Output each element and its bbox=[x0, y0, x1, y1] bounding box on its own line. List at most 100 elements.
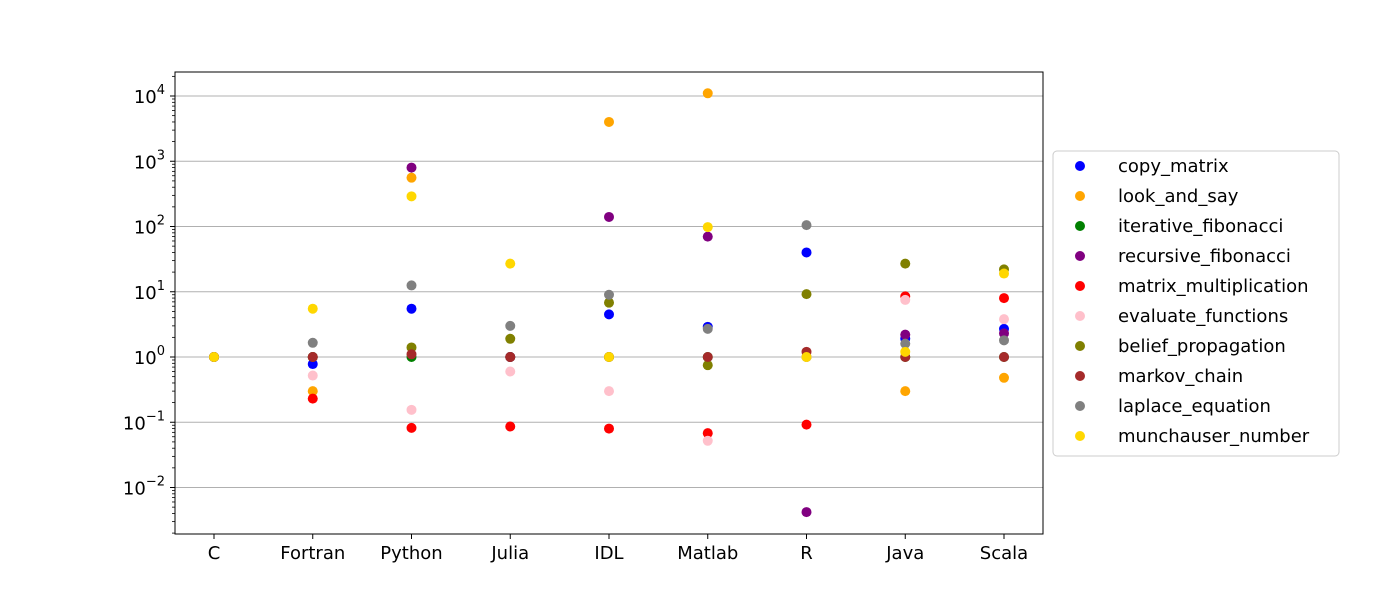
legend-marker bbox=[1075, 431, 1085, 441]
data-point bbox=[801, 289, 812, 300]
data-point bbox=[604, 116, 614, 127]
data-point bbox=[702, 222, 713, 233]
data-point bbox=[604, 211, 614, 222]
series-laplace_equation bbox=[209, 220, 1009, 362]
data-point bbox=[999, 352, 1009, 362]
data-point bbox=[702, 352, 713, 362]
data-point bbox=[406, 191, 417, 202]
series-look_and_say bbox=[209, 88, 1009, 397]
data-point bbox=[900, 258, 911, 269]
data-point bbox=[406, 162, 417, 173]
data-point bbox=[209, 352, 219, 362]
data-point bbox=[604, 297, 614, 308]
legend-marker bbox=[1075, 281, 1085, 291]
data-point bbox=[801, 419, 812, 430]
data-point bbox=[307, 393, 318, 404]
series-copy_matrix bbox=[209, 247, 1009, 370]
legend-entry: copy_matrix bbox=[1075, 156, 1229, 177]
legend-marker bbox=[1075, 221, 1085, 231]
data-point bbox=[604, 386, 614, 397]
y-tick-label: 101 bbox=[134, 279, 165, 304]
data-point bbox=[999, 335, 1009, 346]
legend-label: look_and_say bbox=[1118, 186, 1239, 207]
legend: copy_matrix look_and_say iterative_fibonac… bbox=[1052, 150, 1340, 457]
legend-entry: matrix_multiplication bbox=[1075, 276, 1309, 297]
data-point bbox=[406, 342, 417, 353]
legend-entry: iterative_fibonacci bbox=[1075, 216, 1283, 237]
data-point bbox=[801, 247, 812, 258]
legend-entry: recursive_fibonacci bbox=[1075, 246, 1291, 267]
x-axis: C Fortran Python Julia IDL Matlab R Java Scala bbox=[208, 534, 1028, 564]
x-tick-label: Fortran bbox=[280, 543, 345, 564]
x-tick-label: Python bbox=[380, 543, 442, 564]
legend-entry: evaluate_functions bbox=[1075, 306, 1288, 327]
series-evaluate_functions bbox=[209, 294, 1009, 446]
legend-entry: belief_propagation bbox=[1075, 336, 1286, 357]
data-point bbox=[505, 333, 516, 344]
series-munchauser_number bbox=[209, 191, 1009, 362]
x-tick-label: Java bbox=[885, 543, 924, 564]
legend-label: munchauser_number bbox=[1118, 426, 1310, 447]
x-tick-label: C bbox=[208, 543, 221, 564]
legend-entry: markov_chain bbox=[1075, 366, 1243, 387]
data-point bbox=[801, 507, 812, 518]
legend-marker bbox=[1075, 311, 1085, 321]
x-tick-label: R bbox=[800, 543, 813, 564]
legend-entry: look_and_say bbox=[1075, 186, 1239, 207]
data-point bbox=[702, 360, 713, 371]
data-point bbox=[406, 422, 417, 433]
data-point bbox=[307, 359, 318, 370]
y-tick-label: 102 bbox=[134, 214, 165, 239]
series-recursive_fibonacci bbox=[209, 162, 1009, 518]
data-point bbox=[406, 303, 417, 314]
legend-marker bbox=[1075, 401, 1085, 411]
data-point bbox=[604, 423, 614, 434]
data-point bbox=[505, 320, 516, 331]
data-point bbox=[406, 280, 417, 291]
y-tick-label: 104 bbox=[134, 83, 165, 108]
y-axis: 10−2 10−1 100 101 102 103 104 bbox=[123, 75, 175, 534]
legend-marker bbox=[1075, 371, 1085, 381]
legend-label: iterative_fibonacci bbox=[1118, 216, 1283, 237]
data-point bbox=[406, 172, 417, 183]
legend-label: laplace_equation bbox=[1118, 396, 1271, 417]
data-point bbox=[999, 328, 1009, 339]
legend-marker bbox=[1075, 191, 1085, 201]
x-tick-label: Julia bbox=[490, 543, 529, 564]
data-point bbox=[999, 372, 1009, 383]
data-point bbox=[307, 352, 318, 362]
data-point bbox=[900, 346, 911, 357]
data-point bbox=[505, 258, 516, 269]
legend-label: copy_matrix bbox=[1118, 156, 1229, 177]
data-point bbox=[702, 88, 713, 99]
data-point bbox=[505, 352, 516, 362]
data-point bbox=[999, 314, 1009, 325]
x-tick-label: Scala bbox=[980, 543, 1028, 564]
y-tick-label: 10−2 bbox=[123, 475, 165, 500]
legend-marker bbox=[1075, 251, 1085, 261]
data-point bbox=[307, 370, 318, 381]
legend-label: recursive_fibonacci bbox=[1118, 246, 1291, 267]
data-point bbox=[801, 352, 812, 362]
data-point bbox=[307, 303, 318, 314]
data-point bbox=[900, 329, 911, 340]
data-point bbox=[307, 386, 318, 397]
data-point bbox=[702, 428, 713, 439]
x-tick-label: IDL bbox=[594, 543, 623, 564]
data-point bbox=[999, 293, 1009, 304]
data-point bbox=[900, 386, 911, 397]
data-point bbox=[406, 404, 417, 415]
data-point bbox=[505, 366, 516, 377]
data-point bbox=[702, 231, 713, 242]
data-point bbox=[406, 349, 417, 360]
legend-entry: laplace_equation bbox=[1075, 396, 1271, 417]
data-points bbox=[209, 88, 1009, 518]
data-point bbox=[702, 435, 713, 446]
data-point bbox=[307, 337, 318, 348]
legend-label: matrix_multiplication bbox=[1118, 276, 1309, 297]
legend-label: belief_propagation bbox=[1118, 336, 1286, 357]
legend-label: evaluate_functions bbox=[1118, 306, 1288, 327]
data-point bbox=[604, 352, 614, 362]
legend-label: markov_chain bbox=[1118, 366, 1243, 387]
